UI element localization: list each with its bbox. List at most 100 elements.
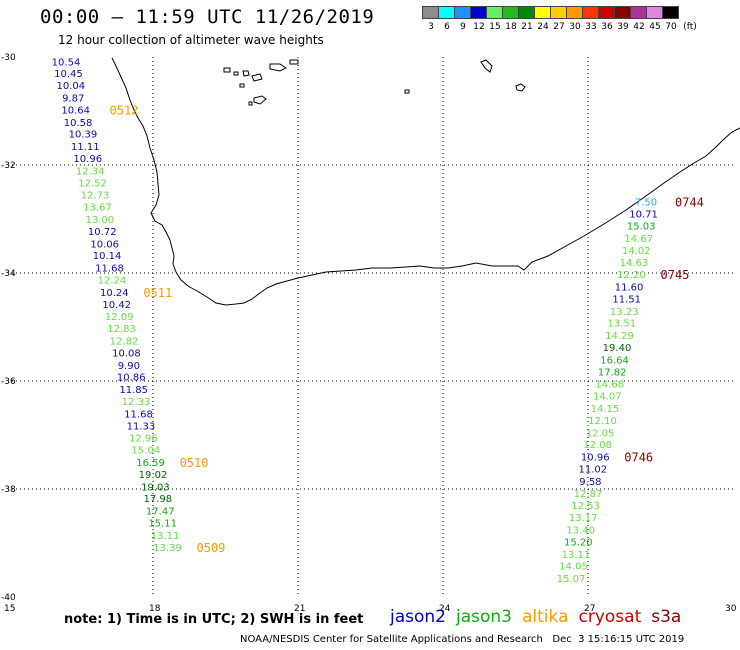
lat-tick-label: -40 [1,593,16,603]
page-subtitle: 12 hour collection of altimeter wave hei… [58,33,324,47]
scale-label: 27 [553,22,565,32]
wave-height-value: 7.50 [635,198,657,209]
scale-unit: (ft) [683,22,697,32]
scale-label: 42 [633,22,645,32]
scale-label: 30 [569,22,581,32]
lat-tick-label: -30 [1,53,16,63]
island-shape [233,71,239,76]
wave-height-value: 14.29 [605,331,634,342]
color-scale [422,6,679,19]
wave-height-value: 12.33 [122,397,151,408]
legend-item: s3a [651,607,682,627]
wave-height-value: 11.85 [119,385,148,396]
observations: 10.5410.4510.049.8710.6410.5810.3911.111… [52,57,658,585]
wave-height-value: 13.67 [83,203,112,214]
lon-tick-label: 15 [4,604,15,614]
wave-height-value: 15.04 [131,446,160,457]
wave-height-value: 11.68 [124,409,153,420]
wave-height-value: 14.68 [595,380,624,391]
legend-item: cryosat [578,607,642,627]
wave-height-value: 19.02 [139,470,168,481]
wave-height-value: 16.59 [136,458,165,469]
scale-label: 24 [537,22,549,32]
wave-height-value: 12.10 [588,416,617,427]
wave-height-value: 12.09 [105,312,134,323]
wave-height-value: 10.71 [629,210,658,221]
wave-height-value: 12.34 [76,166,105,177]
pass-time-label: 0509 [197,541,226,555]
wave-height-value: 13.11 [562,550,591,561]
lon-tick-label: 24 [439,604,451,614]
wave-height-value: 10.96 [73,154,102,165]
page-title: 00:00 – 11:59 UTC 11/26/2019 [40,6,375,28]
island-shape [269,63,287,72]
wave-height-value: 12.24 [98,275,127,286]
scale-label: 18 [505,22,517,32]
island-shape [480,59,493,73]
legend-item: altika [522,607,569,627]
scale-label: 6 [444,22,450,32]
wave-height-value: 15.11 [148,518,177,529]
pass-times: 0512 0511 0510 0509 0744 0745 0746 [110,103,704,554]
lat-tick-label: -34 [1,269,16,279]
scale-label: 33 [585,22,597,32]
scale-label: 45 [649,22,661,32]
scale-label: 70 [665,22,677,32]
coastline-path [111,57,740,306]
wave-height-value: 12.73 [81,191,110,202]
wave-height-value: 11.68 [95,264,124,275]
wave-height-value: 14.05 [559,562,588,573]
wave-height-value: 14.15 [591,404,620,415]
wave-height-value: 12.87 [574,489,603,500]
map-grid: 15 18 21 24 27 30 -30 -32 -34 -36 -38 -40 [1,53,737,614]
wave-height-value: 10.58 [64,118,93,129]
scale-label: 15 [489,22,501,32]
island-shape [242,70,250,77]
coastline [111,57,740,306]
wave-height-value: 10.06 [90,239,119,250]
wave-height-value: 14.07 [593,392,622,403]
wave-height-value: 10.42 [102,300,131,311]
wave-height-value: 11.51 [612,294,641,305]
wave-height-value: 12.83 [107,324,136,335]
scale-label: 36 [601,22,613,32]
scale-label: 12 [473,22,485,32]
wave-height-value: 15.20 [564,537,593,548]
wave-height-value: 14.02 [622,246,651,257]
wave-height-value: 10.45 [54,69,83,80]
lat-tick-label: -32 [1,161,16,171]
wave-height-value: 10.54 [52,57,81,68]
scale-label: 9 [460,22,466,32]
wave-height-value: 12.53 [571,501,600,512]
wave-height-value: 10.96 [581,453,610,464]
wave-height-value: 17.82 [598,367,627,378]
wave-height-value: 14.67 [624,234,653,245]
pass-time-label: 0510 [180,456,209,470]
wave-height-value: 13.00 [86,215,115,226]
wave-height-value: 12.82 [110,337,139,348]
island-shape [404,89,410,94]
wave-height-value: 11.11 [71,142,100,153]
pass-time-label: 0512 [110,103,139,117]
island-shape [251,73,263,82]
wave-height-value: 9.90 [118,361,140,372]
scale-label: 3 [428,22,434,32]
wave-height-value: 12.52 [78,178,107,189]
color-scale-labels: 3 6 9 12 15 18 21 24 27 30 33 36 39 42 45 70 (ft) [423,22,701,32]
lon-tick-label: 18 [149,604,161,614]
wave-height-value: 9.87 [62,94,84,105]
island-shape [253,95,267,105]
wave-height-value: 12.96 [129,434,158,445]
wave-height-value: 10.14 [93,251,122,262]
pass-time-label: 0745 [661,268,690,282]
wave-height-value: 13.17 [569,513,598,524]
wave-height-value: 14.63 [620,258,649,269]
wave-height-value: 12.20 [617,270,646,281]
wave-height-value: 17.47 [146,507,175,518]
wave-height-value: 13.23 [610,307,639,318]
legend-item: jason2 [390,607,446,627]
lat-tick-label: -38 [1,485,16,495]
lon-tick-label: 21 [294,604,305,614]
wave-height-value: 13.11 [151,531,180,542]
wave-height-value: 13.39 [153,543,182,554]
